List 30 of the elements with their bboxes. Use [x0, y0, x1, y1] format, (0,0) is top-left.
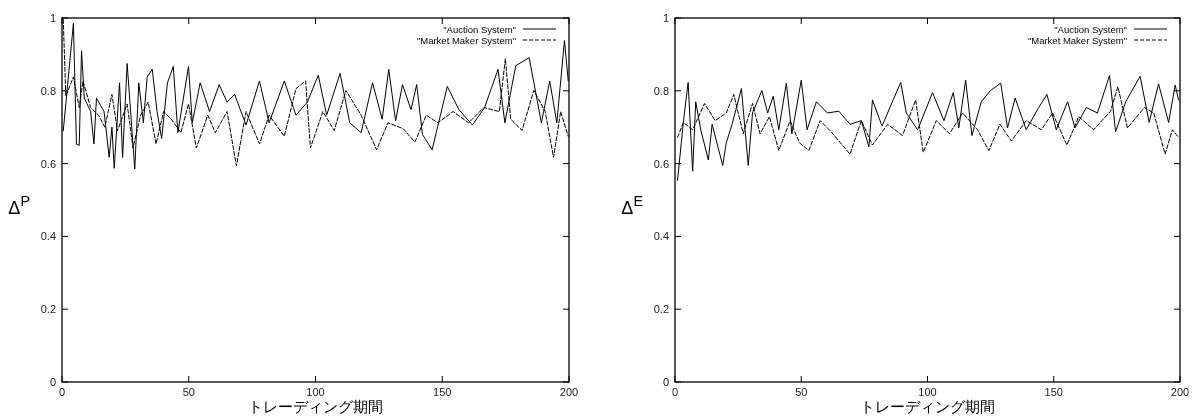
x-tick-label: 50 [182, 386, 195, 398]
x-tick-label: 0 [671, 386, 679, 398]
x-axis-title: トレーディング期間 [248, 398, 383, 415]
x-tick-label: 200 [559, 386, 579, 398]
y-tick-label: 0.8 [40, 84, 56, 97]
y-tick-label: 0 [662, 376, 669, 388]
x-tick-label: 100 [306, 386, 325, 398]
y-tick-label: 0.2 [40, 303, 56, 316]
x-tick-label: 150 [1044, 386, 1063, 398]
y-tick-label: 0.8 [653, 84, 669, 97]
y-tick-label: 0.6 [40, 157, 56, 170]
y-tick-label: 1 [662, 12, 669, 24]
x-tick-label: 0 [58, 386, 66, 398]
y-tick-label: 0.4 [653, 230, 669, 243]
y-tick-label: 0.6 [653, 157, 669, 170]
legend-label: "Market Maker System" [1027, 34, 1127, 46]
x-tick-label: 50 [795, 386, 808, 398]
legend-label: "Auction System" [443, 23, 516, 35]
y-axis-title: Δ$^{P}$ [8, 193, 30, 218]
y-tick-label: 1 [49, 12, 56, 24]
y-tick-label: 0.2 [653, 303, 669, 316]
legend-label: "Market Maker System" [416, 34, 516, 46]
x-tick-label: 150 [433, 386, 452, 398]
y-tick-label: 0.4 [40, 230, 56, 243]
x-tick-label: 200 [1170, 386, 1190, 398]
x-tick-label: 100 [918, 386, 937, 398]
y-axis-title: Δ$^{E}$ [621, 193, 643, 218]
legend-label: "Auction System" [1054, 23, 1127, 35]
y-tick-label: 0 [49, 376, 56, 388]
x-axis-title: トレーディング期間 [860, 398, 995, 415]
